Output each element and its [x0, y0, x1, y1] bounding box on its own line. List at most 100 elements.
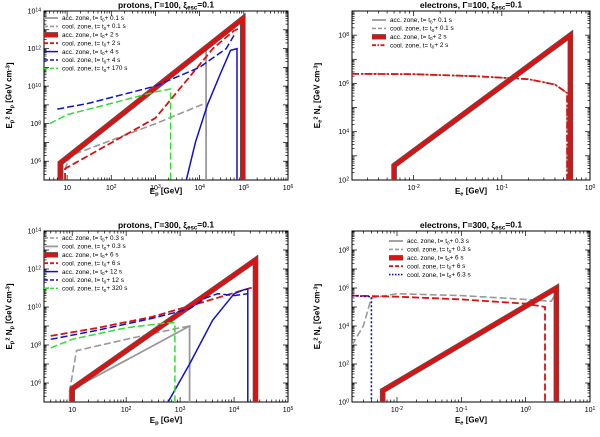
legend-label: cool. zone, t= t0​+ 0.3 s	[407, 246, 471, 254]
series-line	[380, 284, 559, 402]
y-tick-label: 108​	[338, 247, 349, 255]
x-tick-label: 102​	[106, 184, 117, 192]
legend-label: acc. zone, t= t0​+ 0.1 s	[62, 15, 124, 23]
x-tick-label: 10-2​	[407, 184, 419, 192]
y-tick-label: 106​	[338, 80, 349, 88]
legend-label: cool. zone, t= t0​+ 6.3 s	[407, 271, 471, 279]
series-line	[57, 35, 235, 110]
y-tick-label: 1014​	[28, 228, 42, 236]
x-tick-label: 103​	[175, 406, 186, 414]
legend-label: acc. zone, t= t0​+ 2 s	[390, 34, 447, 42]
chart-panel-4: electrons, Γ=300, ξesc​=0.1 10-2​ 10-1​ 100…	[313, 219, 596, 426]
y-tick-label: 106​	[30, 158, 41, 166]
plot-frame	[43, 10, 289, 181]
y-tick-label: 106​	[338, 285, 349, 293]
series-line	[70, 256, 258, 402]
series-line	[352, 72, 568, 180]
series-line	[64, 103, 207, 180]
x-tick-label: 10	[63, 185, 71, 192]
legend-label: cool. zone, t= t0​+ 0.1 s	[62, 23, 126, 31]
series-line	[167, 287, 249, 402]
chart-title: electrons, Γ=100, ξesc​=0.1	[420, 0, 523, 12]
y-axis-label: Ee​2​ Ne​ [GeV cm-3​]	[313, 283, 324, 349]
legend-label: acc. zone, t= t0​+ 6 s	[62, 252, 119, 260]
legend-label: cool. zone, t= t0​+ 2 s	[62, 40, 120, 48]
legend-label: cool. zone, t= t0​+ 170 s	[62, 65, 127, 73]
series-group	[50, 254, 259, 402]
y-tick-label: 1014​	[28, 8, 42, 16]
series-line	[50, 321, 176, 402]
legend-label: cool. zone, t= t0​+ 12 s	[62, 277, 124, 285]
x-tick-label: 105​	[283, 406, 294, 414]
chart-title: protons, Γ=100, ξesc​=0.1	[118, 0, 214, 12]
legend-label: acc. zone, t= t0​+ 12 s	[62, 268, 122, 276]
y-axis-label: Ep​2​ Np​ [GeV cm-3​]	[5, 283, 16, 349]
legend-label: acc. zone, t= t0​+ 0.3 s	[407, 238, 469, 246]
y-tick-label: 102​	[338, 177, 349, 185]
x-tick-label: 102​	[121, 406, 132, 414]
x-tick-label: 106​	[283, 184, 294, 192]
legend-label: cool. zone, t= t0​+ 320 s	[62, 285, 127, 293]
y-tick-label: 1010​	[28, 304, 42, 312]
series-line	[50, 292, 248, 341]
y-tick-label: 108​	[338, 32, 349, 40]
legend-label: cool. zone, t= t0​+ 4 s	[62, 57, 120, 65]
series-line	[352, 294, 546, 402]
y-tick-label: 1010​	[28, 83, 42, 91]
x-tick-label: 10-2​	[391, 406, 403, 414]
x-axis-label: Ee​ [GeV]	[455, 415, 487, 426]
x-tick-label: 104​	[229, 406, 240, 414]
series-group	[352, 283, 560, 402]
x-axis-label: Ee​ [GeV]	[455, 186, 487, 197]
legend-label: cool. zone, t= t0​+ 6 s	[407, 263, 465, 271]
series-line	[352, 291, 558, 346]
y-tick-label: 1012​	[28, 45, 42, 53]
y-tick-label: 100​	[338, 399, 349, 407]
series-line	[49, 88, 172, 180]
series-line	[64, 27, 240, 180]
series-line	[352, 294, 373, 402]
series-line	[50, 287, 256, 337]
plot-frame	[351, 10, 591, 181]
series-line	[392, 31, 573, 180]
chart-panel-1: protons, Γ=100, ξesc​=0.1 10 102​ 103​ 104​ 1…	[5, 0, 294, 197]
chart-title: protons, Γ=300, ξesc​=0.1	[118, 219, 214, 231]
legend-label: acc. zone, t= t0​+ 2 s	[62, 32, 119, 40]
series-group	[49, 12, 246, 180]
legend-label: cool. zone, t= t0​+ 0.1 s	[390, 25, 454, 33]
legend-label: cool. zone, t= t0​+ 2 s	[390, 42, 448, 50]
legend-label: acc. zone, t= t0​+ 6 s	[407, 255, 464, 263]
y-tick-label: 104​	[338, 323, 349, 331]
series-line	[58, 14, 245, 180]
y-tick-label: 108​	[30, 120, 41, 128]
legend-label: cool. zone, t= t0​+ 0.3 s	[62, 243, 126, 251]
y-tick-label: 102​	[338, 361, 349, 369]
x-tick-label: 10-1​	[455, 406, 467, 414]
y-axis-label: Ep​2​ Np​ [GeV cm-3​]	[5, 62, 16, 128]
y-tick-label: 108​	[30, 342, 41, 350]
x-tick-label: 100​	[520, 406, 531, 414]
x-tick-label: 100​	[585, 184, 596, 192]
chart-title: electrons, Γ=300, ξesc​=0.1	[420, 219, 523, 231]
x-tick-label: 101​	[585, 406, 596, 414]
legend-label: cool. zone, t= t0​+ 6 s	[62, 260, 120, 268]
x-tick-label: 10	[68, 407, 76, 414]
x-axis-label: Ep​ [GeV]	[150, 186, 183, 197]
legend-label: acc. zone, t= t0​+ 0.1 s	[390, 17, 452, 25]
x-tick-label: 10-1​	[496, 184, 508, 192]
x-axis-label: Ep​ [GeV]	[150, 415, 183, 426]
chart-panel-2: electrons, Γ=100, ξesc​=0.1 10-2​ 10-1​ 100…	[313, 0, 596, 197]
legend-label: acc. zone, t= t0​+ 0.3 s	[62, 235, 124, 243]
y-tick-label: 104​	[338, 128, 349, 136]
legend-label: acc. zone, t= t0​+ 4 s	[62, 48, 119, 56]
series-group	[352, 29, 574, 180]
x-tick-label: 104​	[194, 184, 205, 192]
y-axis-label: Ee​2​ Ne​ [GeV cm-3​]	[313, 62, 324, 128]
series-line	[185, 47, 238, 180]
x-tick-label: 105​	[239, 184, 250, 192]
